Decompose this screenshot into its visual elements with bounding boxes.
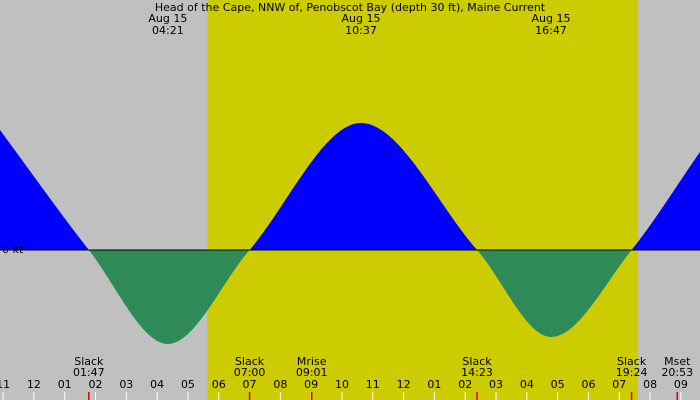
x-tick-label: 08 [643, 378, 657, 391]
x-tick-label: 02 [89, 378, 103, 391]
event-label: Mset [664, 355, 691, 368]
x-tick-label: 03 [489, 378, 503, 391]
peak-time: 16:47 [535, 24, 567, 37]
event-label: Mrise [297, 355, 327, 368]
event-time: 14:23 [461, 366, 493, 379]
x-tick-label: 11 [0, 378, 10, 391]
x-tick-label: 12 [397, 378, 411, 391]
event-label: Slack [462, 355, 492, 368]
x-tick-label: 12 [27, 378, 41, 391]
event-time: 09:01 [296, 366, 328, 379]
x-tick-label: 08 [273, 378, 287, 391]
peak-time: 04:21 [152, 24, 184, 37]
event-label: Slack [617, 355, 647, 368]
event-time: 07:00 [234, 366, 266, 379]
peak-date: Aug 15 [342, 12, 381, 25]
flood-area [0, 123, 700, 250]
x-tick-label: 10 [335, 378, 349, 391]
x-tick-label: 07 [243, 378, 257, 391]
x-tick-label: 03 [119, 378, 133, 391]
peak-date: Aug 15 [148, 12, 187, 25]
zero-label: 0 kt [2, 243, 24, 256]
event-label: Slack [235, 355, 265, 368]
x-tick-label: 06 [212, 378, 226, 391]
peak-date: Aug 15 [531, 12, 570, 25]
event-time: 20:53 [661, 366, 693, 379]
peak-time: 10:37 [345, 24, 377, 37]
x-tick-label: 01 [58, 378, 72, 391]
x-tick-label: 05 [181, 378, 195, 391]
x-tick-label: 01 [427, 378, 441, 391]
x-tick-label: 09 [674, 378, 688, 391]
x-tick-label: 04 [520, 378, 534, 391]
x-tick-label: 09 [304, 378, 318, 391]
x-tick-label: 11 [366, 378, 380, 391]
x-tick-label: 02 [458, 378, 472, 391]
event-time: 01:47 [73, 366, 105, 379]
x-tick-label: 07 [612, 378, 626, 391]
x-tick-label: 04 [150, 378, 164, 391]
event-time: 19:24 [616, 366, 648, 379]
event-label: Slack [74, 355, 104, 368]
ebb-area [0, 250, 700, 344]
chart-title: Head of the Cape, NNW of, Penobscot Bay … [155, 1, 546, 14]
x-tick-label: 06 [581, 378, 595, 391]
x-tick-label: 05 [551, 378, 565, 391]
